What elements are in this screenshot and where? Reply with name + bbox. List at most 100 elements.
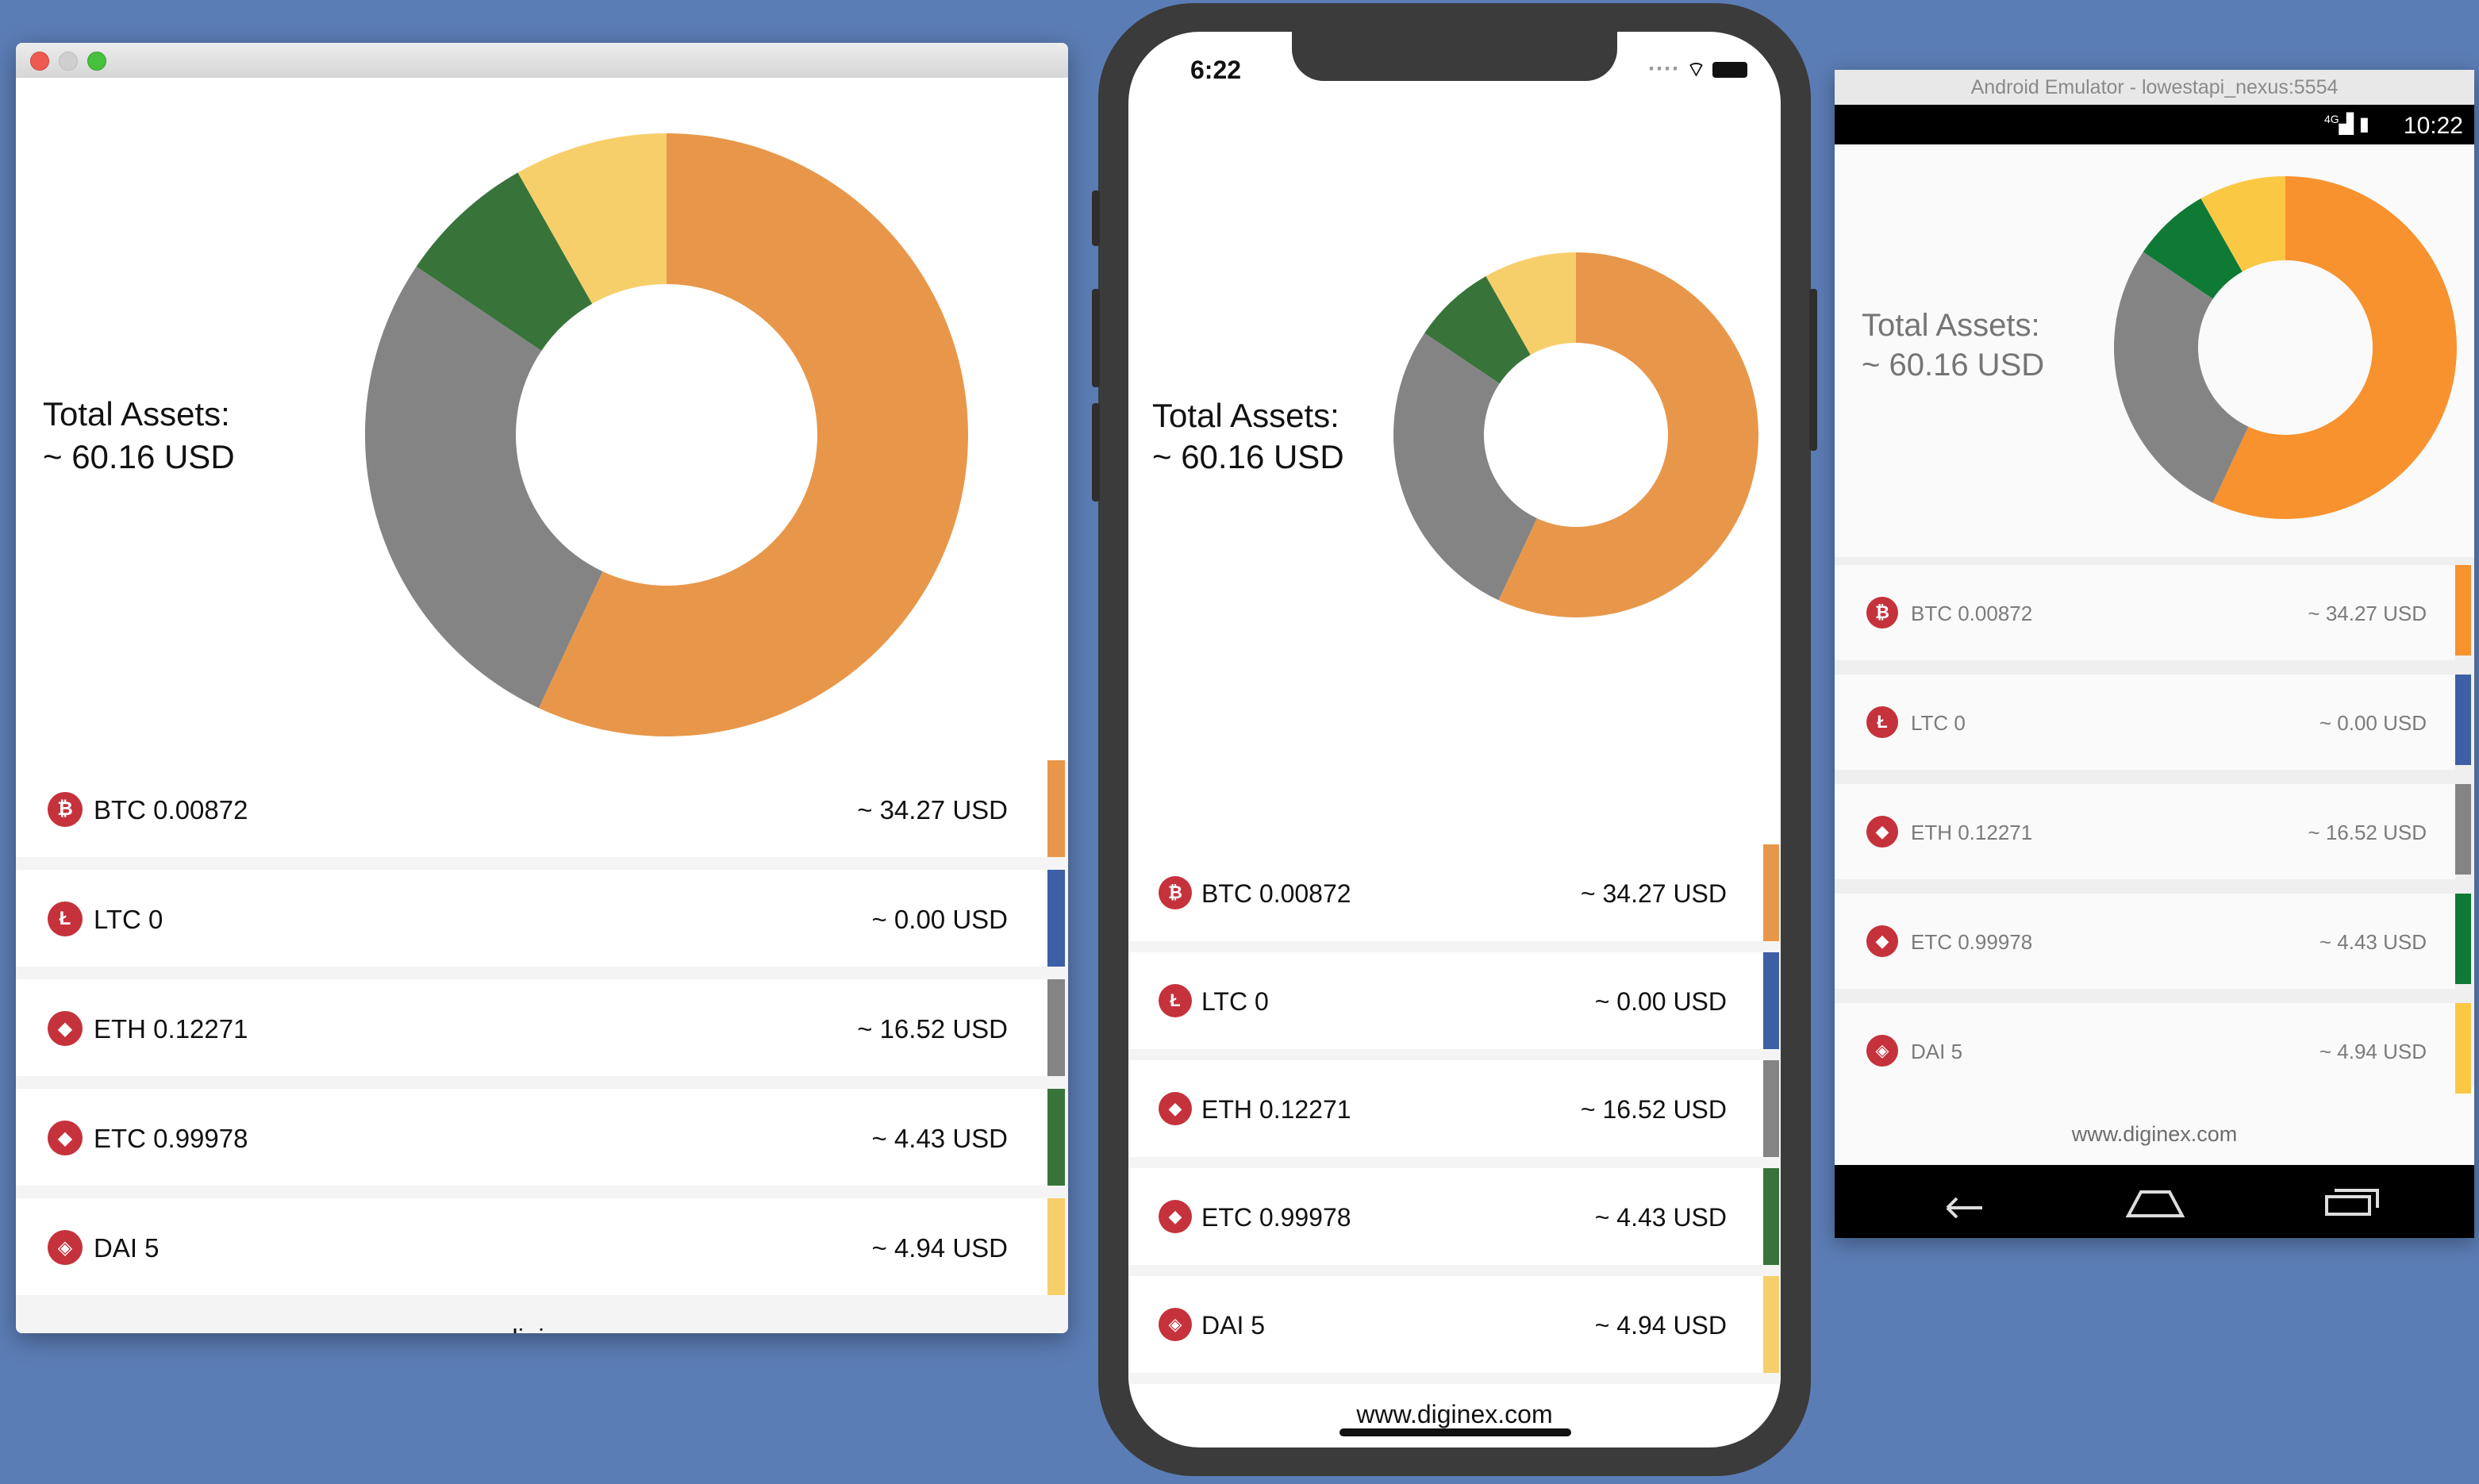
donut-slice-eth — [1393, 333, 1537, 601]
donut-slice-btc — [1498, 252, 1758, 617]
asset-list: ₿ BTC 0.00872 ~ 34.27 USD Ł LTC 0 ~ 0.00 USD ◆… — [1835, 557, 2474, 1098]
litecoin-icon: Ł — [48, 902, 83, 936]
asset-row-btc[interactable]: ₿ BTC 0.00872 ~ 34.27 USD — [1128, 844, 1779, 941]
donut-slice-dai — [1485, 252, 1576, 356]
asset-amount-label: ETC 0.99978 — [1911, 930, 2033, 954]
donut-slice-btc — [2212, 176, 2457, 519]
donut-slice-etc — [416, 172, 593, 351]
footer-link[interactable]: www.diginex.com — [2071, 1122, 2238, 1146]
asset-amount-label: ETC 0.99978 — [94, 1124, 248, 1153]
asset-color-indicator — [1763, 1276, 1779, 1373]
asset-row-etc[interactable]: ◆ ETC 0.99978 ~ 4.43 USD — [1835, 894, 2471, 989]
asset-color-indicator — [1763, 1168, 1779, 1265]
asset-donut-chart — [365, 133, 968, 736]
window-titlebar[interactable] — [16, 43, 1068, 79]
asset-amount-label: BTC 0.00872 — [1201, 879, 1351, 908]
asset-amount-label: LTC 0 — [1201, 987, 1269, 1016]
asset-donut-chart — [2114, 176, 2457, 519]
asset-row-dai[interactable]: ◈ DAI 5 ~ 4.94 USD — [16, 1198, 1065, 1295]
asset-color-indicator — [1047, 979, 1065, 1076]
litecoin-icon: Ł — [1866, 706, 1898, 738]
asset-amount-label: DAI 5 — [1201, 1311, 1266, 1340]
asset-amount-label: LTC 0 — [94, 905, 163, 934]
bitcoin-icon: ₿ — [1866, 597, 1898, 629]
battery-icon — [1712, 62, 1747, 79]
asset-color-indicator — [1763, 952, 1779, 1049]
asset-usd-value: ~ 4.94 USD — [2319, 1040, 2427, 1063]
asset-row-eth[interactable]: ◆ ETH 0.12271 ~ 16.52 USD — [16, 979, 1065, 1076]
minimize-window-button[interactable] — [59, 52, 78, 71]
asset-color-indicator — [1047, 760, 1065, 857]
donut-slice-dai — [517, 133, 667, 304]
emulator-titlebar[interactable]: Android Emulator - lowestapi_nexus:5554 — [1835, 70, 2474, 105]
asset-row-etc[interactable]: ◆ ETC 0.99978 ~ 4.43 USD — [16, 1089, 1065, 1186]
asset-list: ₿ BTC 0.00872 ~ 34.27 USD Ł LTC 0 ~ 0.00 USD ◆… — [1128, 844, 1781, 1384]
asset-amount-label: DAI 5 — [94, 1233, 160, 1263]
asset-color-indicator — [1763, 1060, 1779, 1157]
iphone-simulator: 6:22 ···· ⌔ Total Assets: ~ 60.16 USD ₿ B… — [1092, 3, 1817, 1476]
asset-usd-value: ~ 4.43 USD — [2319, 930, 2427, 954]
ethereum-icon: ◆ — [48, 1011, 83, 1046]
battery-icon: ▮ — [2358, 113, 2369, 135]
litecoin-icon: Ł — [1159, 984, 1192, 1017]
asset-row-etc[interactable]: ◆ ETC 0.99978 ~ 4.43 USD — [1128, 1168, 1779, 1265]
recent-apps-icon[interactable] — [2320, 1181, 2384, 1222]
asset-usd-value: ~ 0.00 USD — [1594, 987, 1727, 1016]
asset-color-indicator — [1047, 1089, 1065, 1186]
asset-amount-label: ETH 0.12271 — [1911, 821, 2033, 844]
home-indicator[interactable] — [1339, 1428, 1571, 1436]
status-time: 6:22 — [1190, 56, 1242, 84]
asset-row-btc[interactable]: ₿ BTC 0.00872 ~ 34.27 USD — [1835, 565, 2471, 660]
asset-amount-label: LTC 0 — [1911, 711, 1966, 735]
asset-usd-value: ~ 16.52 USD — [1580, 1095, 1727, 1124]
android-nav-bar — [1835, 1165, 2474, 1238]
donut-slice-dai — [2200, 176, 2285, 272]
asset-row-eth[interactable]: ◆ ETH 0.12271 ~ 16.52 USD — [1835, 784, 2471, 879]
asset-color-indicator — [2455, 894, 2471, 984]
asset-row-ltc[interactable]: Ł LTC 0 ~ 0.00 USD — [1128, 952, 1779, 1049]
asset-row-btc[interactable]: ₿ BTC 0.00872 ~ 34.27 USD — [16, 760, 1065, 857]
total-assets-label: Total Assets: — [1862, 308, 2040, 343]
footer-link[interactable]: www.diginex.com — [1356, 1400, 1553, 1428]
close-window-button[interactable] — [30, 52, 49, 71]
home-icon[interactable] — [2123, 1181, 2187, 1222]
asset-row-ltc[interactable]: Ł LTC 0 ~ 0.00 USD — [16, 870, 1065, 967]
donut-slice-etc — [2143, 198, 2243, 299]
asset-usd-value: ~ 4.43 USD — [1594, 1203, 1727, 1232]
signal-icon: ···· — [1647, 56, 1680, 82]
asset-color-indicator — [2455, 1003, 2471, 1094]
asset-amount-label: ETH 0.12271 — [94, 1014, 248, 1044]
dai-icon: ◈ — [1159, 1308, 1192, 1341]
android-status-bar: 4G▟ ▮ 10:22 — [1835, 105, 2474, 144]
total-assets-value: ~ 60.16 USD — [43, 438, 235, 475]
total-assets-label: Total Assets: — [43, 395, 230, 433]
asset-row-eth[interactable]: ◆ ETH 0.12271 ~ 16.52 USD — [1128, 1060, 1779, 1157]
asset-amount-label: BTC 0.00872 — [94, 795, 248, 825]
back-icon[interactable] — [1933, 1181, 1997, 1222]
total-assets-label: Total Assets: — [1152, 397, 1339, 434]
asset-color-indicator — [2455, 784, 2471, 875]
footer-link[interactable]: www.diginex.com — [16, 1324, 1068, 1333]
asset-usd-value: ~ 0.00 USD — [2319, 711, 2427, 735]
asset-color-indicator — [2455, 675, 2471, 765]
total-assets-value: ~ 60.16 USD — [1152, 438, 1344, 475]
app-content: Total Assets: ~ 60.16 USD ₿ BTC 0.00872 ~ … — [16, 78, 1068, 1333]
zoom-window-button[interactable] — [87, 52, 106, 71]
asset-row-ltc[interactable]: Ł LTC 0 ~ 0.00 USD — [1835, 675, 2471, 770]
asset-usd-value: ~ 0.00 USD — [871, 905, 1008, 934]
volume-down-button — [1092, 403, 1100, 502]
donut-slice-eth — [2114, 252, 2249, 503]
asset-usd-value: ~ 34.27 USD — [857, 795, 1008, 825]
dai-icon: ◈ — [1866, 1035, 1898, 1067]
ethereum-icon: ◆ — [1159, 1092, 1192, 1125]
ethereum-icon: ◆ — [1866, 816, 1898, 848]
asset-usd-value: ~ 4.94 USD — [1594, 1311, 1727, 1340]
asset-row-dai[interactable]: ◈ DAI 5 ~ 4.94 USD — [1835, 1003, 2471, 1098]
asset-list: ₿ BTC 0.00872 ~ 34.27 USD Ł LTC 0 ~ 0.00 USD ◆… — [16, 760, 1068, 1333]
donut-slice-eth — [365, 266, 603, 709]
notch — [1292, 32, 1617, 81]
asset-usd-value: ~ 4.94 USD — [871, 1233, 1008, 1263]
status-icons: ···· ⌔ — [1648, 56, 1747, 83]
iphone-screen: 6:22 ···· ⌔ Total Assets: ~ 60.16 USD ₿ B… — [1128, 32, 1781, 1447]
asset-row-dai[interactable]: ◈ DAI 5 ~ 4.94 USD — [1128, 1276, 1779, 1373]
